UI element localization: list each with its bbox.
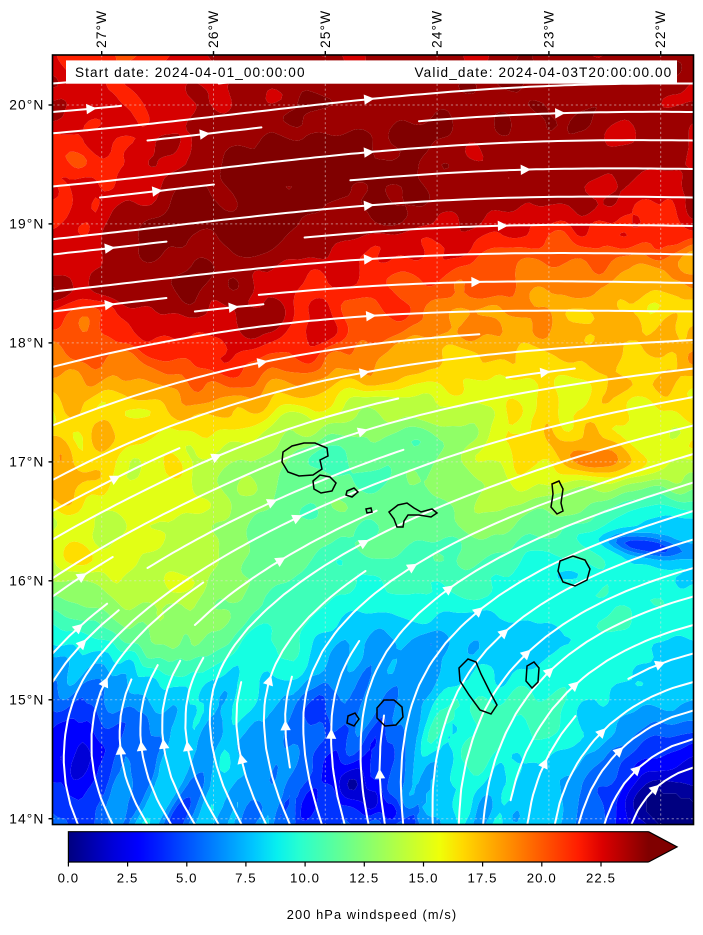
svg-text:25°W: 25°W bbox=[318, 10, 333, 48]
svg-text:7.5: 7.5 bbox=[235, 871, 257, 886]
svg-text:10.0: 10.0 bbox=[290, 871, 320, 886]
svg-text:17.5: 17.5 bbox=[468, 871, 498, 886]
svg-text:0.0: 0.0 bbox=[58, 871, 80, 886]
svg-text:19°N: 19°N bbox=[9, 217, 44, 232]
svg-text:24°W: 24°W bbox=[430, 10, 445, 48]
svg-text:15.0: 15.0 bbox=[408, 871, 438, 886]
svg-text:12.5: 12.5 bbox=[349, 871, 379, 886]
svg-text:200 hPa windspeed (m/s): 200 hPa windspeed (m/s) bbox=[287, 907, 457, 922]
svg-text:26°W: 26°W bbox=[206, 10, 221, 48]
svg-text:17°N: 17°N bbox=[9, 455, 44, 470]
svg-text:15°N: 15°N bbox=[9, 693, 44, 708]
svg-text:27°W: 27°W bbox=[94, 10, 109, 48]
svg-text:22°W: 22°W bbox=[653, 10, 668, 48]
svg-text:22.5: 22.5 bbox=[586, 871, 616, 886]
svg-text:5.0: 5.0 bbox=[176, 871, 198, 886]
svg-text:14°N: 14°N bbox=[9, 811, 44, 826]
svg-text:20.0: 20.0 bbox=[527, 871, 557, 886]
svg-text:2.5: 2.5 bbox=[117, 871, 139, 886]
svg-text:18°N: 18°N bbox=[9, 336, 44, 351]
svg-text:16°N: 16°N bbox=[9, 574, 44, 589]
svg-text:Start date: 2024-04-01_00:00:0: Start date: 2024-04-01_00:00:00 bbox=[75, 65, 306, 80]
svg-text:20°N: 20°N bbox=[9, 98, 44, 113]
svg-text:Valid_date: 2024-04-03T20:00:0: Valid_date: 2024-04-03T20:00:00.00 bbox=[415, 65, 673, 80]
svg-text:23°W: 23°W bbox=[541, 10, 556, 48]
